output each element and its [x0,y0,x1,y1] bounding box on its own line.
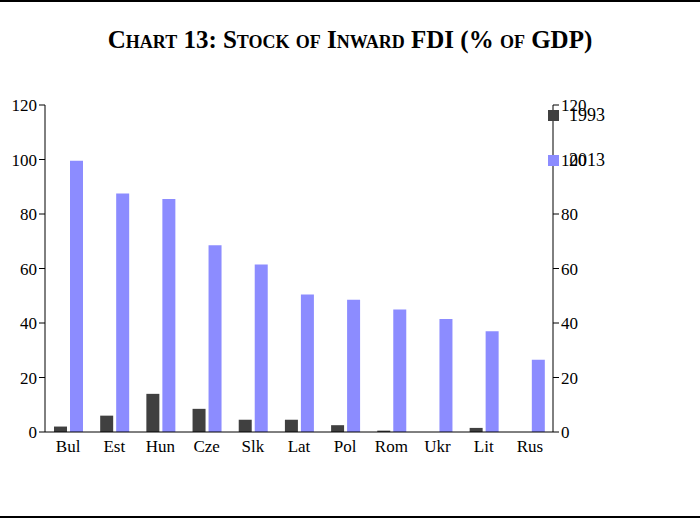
svg-text:100: 100 [561,151,587,170]
svg-text:120: 120 [12,96,38,115]
svg-text:Rom: Rom [375,437,408,456]
svg-text:40: 40 [561,314,578,333]
svg-text:0: 0 [561,423,570,442]
svg-text:80: 80 [561,205,578,224]
svg-text:Slk: Slk [241,437,264,456]
svg-text:100: 100 [12,151,38,170]
svg-text:Bul: Bul [56,437,81,456]
svg-text:Lit: Lit [474,437,494,456]
svg-text:40: 40 [20,314,37,333]
svg-text:Lat: Lat [288,437,311,456]
svg-text:120: 120 [561,96,587,115]
svg-text:Est: Est [103,437,125,456]
svg-text:80: 80 [20,205,37,224]
svg-text:Cze: Cze [193,437,219,456]
svg-text:Ukr: Ukr [424,437,451,456]
svg-text:0: 0 [29,423,38,442]
svg-text:Hun: Hun [146,437,176,456]
svg-text:20: 20 [561,369,578,388]
svg-text:20: 20 [20,369,37,388]
svg-text:Rus: Rus [517,437,543,456]
svg-text:Pol: Pol [334,437,357,456]
svg-text:60: 60 [561,260,578,279]
svg-text:60: 60 [20,260,37,279]
